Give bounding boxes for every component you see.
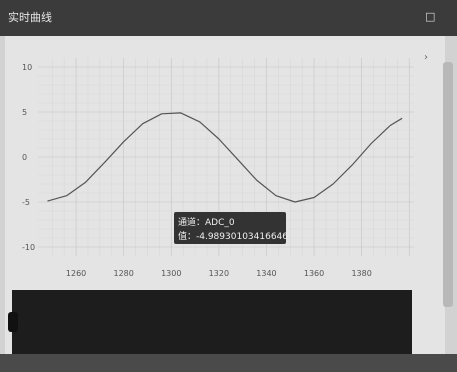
- x-tick-label: 1360: [304, 269, 324, 278]
- restore-icon[interactable]: □: [425, 10, 436, 23]
- x-tick-label: 1280: [113, 269, 133, 278]
- x-axis-ticks: 1260 1280 1300 1320 1340 1360 1380: [66, 269, 372, 278]
- tooltip-series: 通道：ADC_0: [178, 218, 235, 228]
- output-panel: [12, 290, 412, 354]
- panel-handle[interactable]: [8, 312, 18, 332]
- window-title: 实时曲线: [8, 11, 52, 24]
- x-tick-label: 1260: [66, 269, 86, 278]
- y-axis-ticks: 10 5 0 -5 -10: [22, 63, 35, 252]
- x-tick-label: 1380: [351, 269, 371, 278]
- status-bar: [0, 354, 457, 372]
- y-tick-label: 5: [22, 108, 27, 117]
- x-tick-label: 1320: [209, 269, 229, 278]
- y-tick-label: -10: [22, 243, 35, 252]
- y-tick-label: -5: [22, 198, 30, 207]
- x-tick-label: 1300: [161, 269, 181, 278]
- tooltip-value: 值：-4.98930103416646: [178, 232, 288, 242]
- series-line[interactable]: [47, 112, 403, 203]
- x-tick-label: 1340: [256, 269, 276, 278]
- title-bar: 实时曲线 □: [0, 0, 457, 36]
- y-tick-label: 10: [22, 63, 32, 72]
- data-tooltip: 通道：ADC_0 值：-4.98930103416646: [174, 212, 288, 244]
- y-tick-label: 0: [22, 153, 27, 162]
- chevron-right-icon[interactable]: ›: [424, 52, 428, 63]
- series-layer: [47, 112, 403, 203]
- vertical-scrollbar[interactable]: [443, 62, 453, 307]
